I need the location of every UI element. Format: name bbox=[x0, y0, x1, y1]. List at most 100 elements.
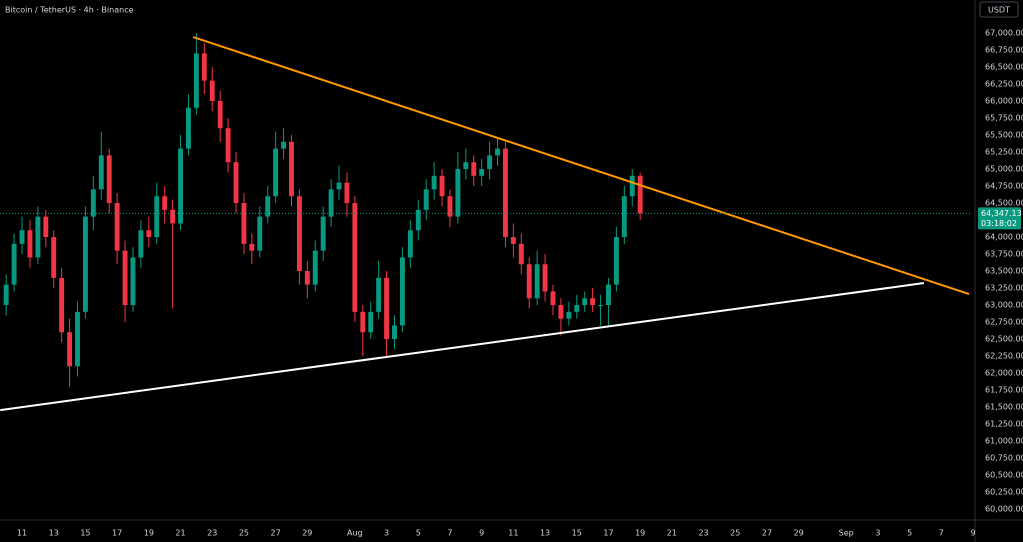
candle-body bbox=[90, 189, 96, 217]
currency-button-label[interactable]: USDT bbox=[988, 6, 1010, 15]
candle-body bbox=[637, 175, 643, 214]
candle-body bbox=[281, 141, 287, 149]
candle-body bbox=[209, 80, 215, 102]
y-tick-label: 66,000.00 bbox=[985, 97, 1023, 106]
x-tick-label: 11 bbox=[508, 529, 518, 538]
candle-body bbox=[11, 243, 17, 285]
candle-body bbox=[122, 250, 128, 306]
candle-body bbox=[502, 148, 508, 238]
y-tick-label: 63,250.00 bbox=[985, 284, 1023, 293]
y-tick-label: 65,000.00 bbox=[985, 165, 1023, 174]
candle-body bbox=[542, 264, 548, 292]
x-tick-label: 27 bbox=[762, 529, 772, 538]
x-tick-label: Aug bbox=[347, 529, 363, 538]
candle-body bbox=[289, 141, 294, 197]
candle-body bbox=[590, 298, 596, 306]
candle-body bbox=[463, 162, 469, 170]
candle-body bbox=[257, 216, 263, 251]
candle-body bbox=[574, 305, 580, 312]
candle-body bbox=[320, 216, 326, 251]
candle-body bbox=[526, 264, 532, 299]
candle-body bbox=[392, 325, 397, 340]
candle-body bbox=[328, 189, 334, 217]
chart-title: Bitcoin / TetherUS · 4h · Binance bbox=[5, 6, 134, 15]
candle-body bbox=[399, 257, 405, 326]
y-tick-label: 61,000.00 bbox=[985, 437, 1023, 446]
candle-body bbox=[613, 237, 619, 285]
y-tick-label: 63,500.00 bbox=[985, 267, 1023, 276]
candle-body bbox=[487, 155, 493, 170]
candle-body bbox=[550, 291, 556, 306]
candle-body bbox=[352, 203, 358, 312]
candle-body bbox=[225, 128, 231, 163]
candle-body bbox=[598, 305, 604, 307]
candle-body bbox=[471, 162, 477, 176]
x-tick-label: 21 bbox=[175, 529, 185, 538]
candle-body bbox=[43, 216, 49, 238]
candle-body bbox=[407, 230, 413, 258]
candle-body bbox=[138, 230, 144, 258]
y-tick-label: 67,000.00 bbox=[985, 28, 1023, 37]
candle-body bbox=[114, 203, 120, 251]
y-tick-label: 60,500.00 bbox=[985, 471, 1023, 480]
candle-body bbox=[106, 155, 112, 204]
candle-body bbox=[447, 196, 453, 217]
candle-body bbox=[439, 175, 445, 197]
x-tick-label: 5 bbox=[416, 529, 421, 538]
candle-body bbox=[304, 271, 310, 285]
candle-body bbox=[233, 162, 239, 204]
x-tick-label: 25 bbox=[730, 529, 740, 538]
x-tick-label: 13 bbox=[49, 529, 59, 538]
candle-body bbox=[423, 189, 429, 210]
candle-body bbox=[518, 243, 524, 265]
x-tick-label: 23 bbox=[207, 529, 217, 538]
y-tick-label: 66,500.00 bbox=[985, 62, 1023, 71]
y-tick-label: 65,500.00 bbox=[985, 131, 1023, 140]
candle-body bbox=[3, 284, 9, 306]
candle-body bbox=[479, 169, 485, 176]
y-tick-label: 65,250.00 bbox=[985, 148, 1023, 157]
last-price-label: 64,347.13 bbox=[981, 209, 1022, 218]
x-tick-label: 17 bbox=[603, 529, 613, 538]
candle-body bbox=[217, 101, 223, 129]
candle-body bbox=[51, 237, 57, 278]
x-tick-label: 25 bbox=[239, 529, 249, 538]
candle-body bbox=[566, 311, 572, 319]
candle-body bbox=[35, 216, 41, 258]
candle-body bbox=[146, 230, 152, 238]
x-tick-label: Sep bbox=[839, 529, 854, 538]
y-tick-label: 66,750.00 bbox=[985, 45, 1023, 54]
candle-body bbox=[170, 209, 176, 224]
candle-body bbox=[27, 230, 33, 258]
x-tick-label: 7 bbox=[447, 529, 452, 538]
last-price-box bbox=[978, 207, 1021, 230]
x-tick-label: 23 bbox=[698, 529, 708, 538]
y-tick-label: 60,000.00 bbox=[985, 505, 1023, 514]
candle-body bbox=[59, 277, 65, 333]
y-tick-label: 60,250.00 bbox=[985, 488, 1023, 497]
trendline bbox=[192, 36, 970, 295]
y-tick-label: 63,000.00 bbox=[985, 301, 1023, 310]
y-tick-label: 60,750.00 bbox=[985, 454, 1023, 463]
candle-body bbox=[606, 284, 611, 306]
candle-body bbox=[193, 53, 199, 108]
y-tick-label: 62,250.00 bbox=[985, 352, 1023, 361]
candle-body bbox=[582, 298, 588, 306]
candle-body bbox=[558, 305, 564, 319]
x-tick-label: 21 bbox=[667, 529, 677, 538]
candle-body bbox=[495, 148, 500, 156]
currency-button[interactable] bbox=[979, 1, 1019, 18]
x-tick-label: 11 bbox=[17, 529, 27, 538]
candle-body bbox=[82, 216, 88, 312]
candle-body bbox=[376, 277, 382, 312]
y-tick-label: 64,500.00 bbox=[985, 199, 1023, 208]
x-tick-label: 3 bbox=[875, 529, 880, 538]
x-tick-label: 5 bbox=[907, 529, 912, 538]
candle-body bbox=[162, 196, 168, 210]
y-tick-label: 63,750.00 bbox=[985, 250, 1023, 259]
x-tick-label: 7 bbox=[939, 529, 944, 538]
candle-body bbox=[360, 311, 366, 333]
candle-body bbox=[629, 175, 635, 197]
